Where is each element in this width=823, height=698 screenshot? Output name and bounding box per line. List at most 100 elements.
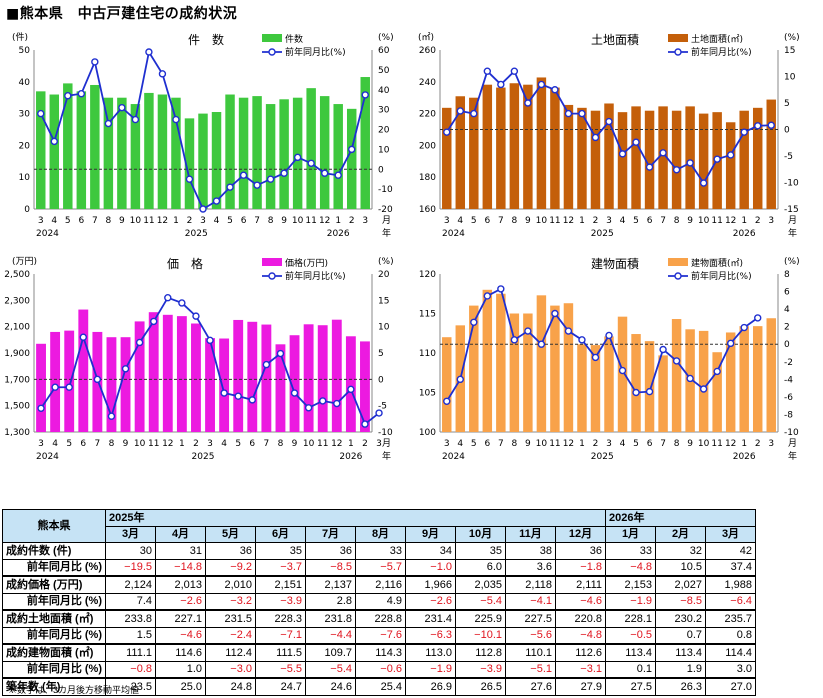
table-cell: −2.4 bbox=[205, 626, 256, 645]
table-cell: 24.6 bbox=[305, 677, 356, 696]
table-cell: 2,010 bbox=[205, 575, 256, 594]
yoy-point bbox=[632, 388, 640, 397]
x-tick-label: 7 bbox=[95, 439, 101, 449]
x-axis-unit: 月 bbox=[382, 438, 391, 449]
y2-tick-label: -2 bbox=[784, 358, 793, 368]
bar bbox=[752, 326, 763, 432]
table-cell: 2,035 bbox=[455, 575, 506, 594]
x-tick-label: 11 bbox=[549, 216, 560, 226]
yoy-point bbox=[226, 183, 234, 191]
yoy-point bbox=[483, 292, 492, 300]
x-tick-label: 6 bbox=[484, 216, 490, 226]
yoy-point bbox=[220, 389, 228, 397]
table-cell: −3.0 bbox=[205, 660, 256, 679]
x-tick-label: 3 bbox=[444, 216, 450, 226]
yoy-point bbox=[192, 312, 200, 320]
bar bbox=[766, 318, 776, 432]
yoy-point bbox=[150, 317, 158, 326]
month-header: 7月 bbox=[305, 525, 356, 543]
x-tick-label: 8 bbox=[105, 216, 111, 226]
table-cell: 35 bbox=[255, 542, 306, 560]
bar bbox=[509, 313, 520, 432]
x-tick-label: 1 bbox=[173, 216, 179, 226]
x-tick-label: 5 bbox=[471, 216, 477, 226]
metric-row-label: 成約土地面積 (㎡) bbox=[2, 609, 106, 628]
x-tick-label: 10 bbox=[698, 439, 710, 449]
yoy-point bbox=[262, 360, 271, 369]
y-tick-label: 200 bbox=[419, 141, 436, 151]
table-cell: 113.4 bbox=[605, 643, 656, 662]
table-cell: −3.2 bbox=[205, 592, 256, 611]
bar bbox=[130, 104, 141, 209]
table-cell: 38 bbox=[505, 542, 556, 560]
x-tick-label: 5 bbox=[471, 439, 477, 449]
x-tick-label: 6 bbox=[80, 439, 86, 449]
yoy-point bbox=[483, 67, 492, 75]
bar bbox=[252, 96, 262, 209]
table-cell: 114.6 bbox=[155, 643, 206, 662]
month-header: 4月 bbox=[155, 525, 206, 543]
y-tick-label: 115 bbox=[419, 310, 436, 320]
yoy-point bbox=[158, 70, 167, 78]
x-tick-label: 3 bbox=[444, 439, 450, 449]
table-cell: −4.4 bbox=[305, 626, 356, 645]
table-cell: 26.3 bbox=[655, 677, 706, 696]
yoy-point bbox=[591, 353, 600, 362]
bar bbox=[644, 341, 655, 432]
x-tick-label: 10 bbox=[536, 216, 548, 226]
y2-tick-label: 20 bbox=[378, 126, 390, 136]
yoy-point bbox=[361, 91, 369, 99]
y-tick-label: 1,700 bbox=[4, 375, 30, 385]
y-tick-label: 105 bbox=[419, 389, 436, 399]
table-cell: −6.4 bbox=[705, 592, 756, 611]
x-tick-label: 10 bbox=[134, 439, 146, 449]
y2-tick-label: -6 bbox=[784, 393, 793, 403]
table-cell: 32 bbox=[655, 542, 706, 560]
year-label: 2025 bbox=[591, 229, 614, 239]
table-cell: 24.7 bbox=[255, 677, 306, 696]
table-cell: 3.0 bbox=[705, 660, 756, 679]
bar bbox=[184, 118, 195, 209]
building-area-chart: 建物面積 (%)100105110115120-10-8-6-4-202468建物… bbox=[419, 256, 800, 462]
year-label: 2026 bbox=[339, 452, 362, 462]
yoy-point bbox=[591, 133, 600, 142]
y2-tick-label: 8 bbox=[784, 270, 790, 280]
y-tick-label: 1,900 bbox=[4, 349, 30, 359]
yoy-point bbox=[348, 145, 356, 154]
y-tick-label: 240 bbox=[419, 78, 436, 88]
yoy-point bbox=[510, 336, 519, 344]
x-tick-label: 2 bbox=[349, 216, 355, 226]
y-tick-label: 30 bbox=[19, 110, 31, 120]
x-tick-label: 3 bbox=[207, 439, 213, 449]
month-header: 3月 bbox=[105, 525, 156, 543]
yoy-point bbox=[118, 103, 126, 112]
x-tick-label: 1 bbox=[348, 439, 354, 449]
bar bbox=[346, 108, 357, 209]
yoy-point bbox=[293, 153, 302, 162]
year-label: 2024 bbox=[442, 452, 465, 462]
table-cell: −6.3 bbox=[405, 626, 456, 645]
bar bbox=[171, 97, 181, 209]
yoy-point bbox=[37, 109, 45, 118]
table-cell: −3.7 bbox=[255, 558, 306, 577]
summary-table: 熊本県 2025年 2026年 3月 4月 5月 6月 7月 8月 9月 10月 11月 12月 1月 2月… bbox=[2, 509, 756, 696]
x-tick-label: 7 bbox=[92, 216, 98, 226]
x-tick-label: 11 bbox=[317, 439, 328, 449]
yoy-point bbox=[248, 396, 256, 404]
table-cell: 31 bbox=[155, 542, 206, 560]
yoy-point bbox=[37, 404, 45, 413]
year-header: 2026年 bbox=[605, 509, 756, 527]
table-cell: 24.8 bbox=[205, 677, 256, 696]
table-cell: 6.0 bbox=[455, 558, 506, 577]
bar bbox=[766, 99, 776, 209]
table-cell: −4.6 bbox=[555, 592, 606, 611]
y2-tick-label: 60 bbox=[378, 46, 390, 56]
yoy-point bbox=[645, 387, 654, 396]
y-tick-label: 2,500 bbox=[4, 270, 30, 280]
table-cell: −5.1 bbox=[505, 660, 556, 679]
table-cell: 109.7 bbox=[305, 643, 356, 662]
y-tick-label: 1,500 bbox=[4, 402, 30, 412]
y2-tick-label: 0 bbox=[378, 165, 384, 175]
x-tick-label: 6 bbox=[78, 216, 84, 226]
table-cell: 228.1 bbox=[605, 609, 656, 628]
